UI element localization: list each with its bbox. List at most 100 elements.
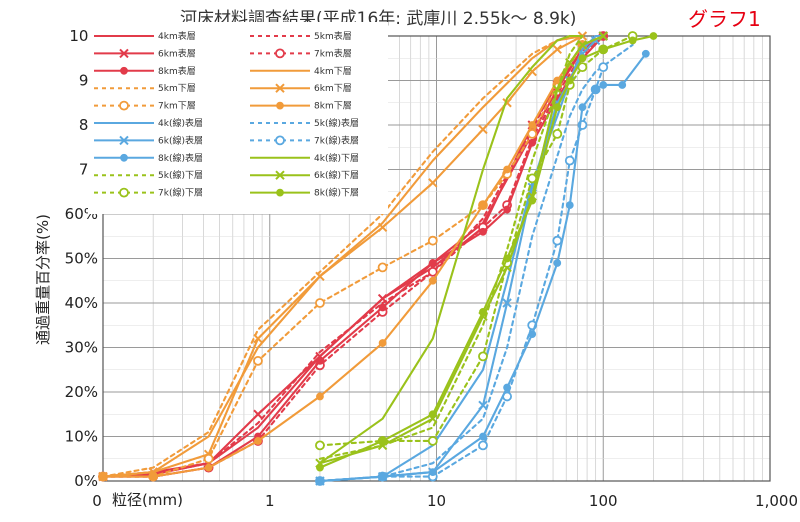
point-marker: [528, 121, 537, 129]
x-axis-label: 粒径(mm): [112, 491, 183, 509]
legend-label: 7k(線)表層: [314, 134, 359, 146]
marker-stroke: [598, 31, 608, 41]
point-marker: [316, 356, 324, 365]
x-tick-label: 100: [589, 492, 618, 510]
legend: 4km表層 5km表層 6km表層 7km表層 8km表層 4km下層 5km下層 6km下層…: [88, 22, 388, 214]
point-marker: [119, 187, 129, 198]
marker-stroke: [502, 298, 512, 308]
point-marker: [315, 440, 325, 451]
point-marker: [598, 62, 609, 73]
series-4k(線)下層: [318, 34, 584, 465]
series-line: [318, 34, 584, 465]
point-marker: [119, 100, 129, 111]
marker-stroke: [478, 124, 488, 135]
legend-label: 5km表層: [314, 30, 352, 42]
series-line: [318, 43, 634, 483]
point-marker: [316, 463, 324, 472]
point-marker: [503, 205, 511, 214]
point-marker: [598, 31, 608, 41]
point-marker: [599, 45, 608, 54]
legend-label: 7k(線)下層: [158, 187, 203, 199]
legend-label: 7km表層: [314, 47, 352, 59]
point-marker: [553, 259, 562, 267]
point-marker: [275, 83, 285, 93]
point-marker: [527, 173, 538, 184]
point-marker: [565, 201, 574, 210]
point-marker: [119, 48, 129, 59]
legend-label: 8k(線)表層: [158, 152, 203, 164]
point-marker: [428, 178, 438, 188]
point-marker: [552, 128, 563, 139]
legend-label: 6km表層: [158, 47, 196, 59]
point-marker: [378, 339, 387, 347]
point-marker: [552, 84, 562, 95]
marker-stroke: [275, 170, 285, 180]
marker-stroke: [527, 66, 537, 77]
series-line: [101, 34, 584, 478]
legend-label: 5km下層: [158, 83, 196, 94]
point-marker: [315, 298, 325, 308]
point-marker: [377, 222, 388, 233]
point-marker: [275, 135, 285, 146]
series-4km下層: [101, 34, 584, 478]
marker-stroke: [478, 400, 488, 411]
point-marker: [591, 85, 600, 94]
point-marker: [564, 155, 575, 166]
point-marker: [479, 432, 487, 441]
point-marker: [478, 440, 488, 451]
point-marker: [479, 227, 487, 236]
point-marker: [276, 188, 284, 197]
point-marker: [427, 436, 438, 446]
point-marker: [149, 472, 158, 481]
legend-label: 4km表層: [158, 30, 196, 42]
legend-label: 4km下層: [314, 66, 352, 77]
legend-label: 4k(線)表層: [158, 117, 203, 129]
point-marker: [253, 333, 263, 344]
point-marker: [503, 254, 511, 263]
point-marker: [577, 40, 588, 50]
point-marker: [503, 165, 511, 174]
marker-stroke: [119, 135, 129, 146]
legend-label: 4k(線)下層: [314, 152, 359, 164]
legend-label: 5k(線)表層: [314, 117, 359, 129]
series-8km下層: [99, 41, 587, 481]
y-tick-label: 10%: [65, 428, 98, 446]
point-marker: [378, 437, 387, 445]
legend-label: 8km表層: [158, 65, 196, 77]
point-marker: [578, 103, 587, 112]
point-marker: [428, 468, 437, 477]
point-marker: [528, 330, 537, 339]
point-marker: [528, 138, 537, 147]
x-tick-labels: 0 1 10 100 1,000: [92, 492, 798, 510]
y-tick-label: 30%: [65, 339, 98, 357]
point-marker: [618, 81, 627, 89]
marker-stroke: [315, 271, 325, 282]
point-marker: [316, 477, 324, 485]
series-line: [101, 43, 584, 478]
y-tick-label: 40%: [65, 294, 98, 312]
point-marker: [427, 266, 438, 277]
point-marker: [553, 103, 562, 112]
point-marker: [99, 472, 107, 481]
legend-label: 6k(線)表層: [158, 134, 203, 146]
marker-stroke: [119, 48, 129, 59]
series-line: [318, 66, 605, 483]
point-marker: [565, 57, 575, 68]
point-marker: [528, 196, 537, 205]
point-marker: [479, 201, 487, 210]
point-marker: [649, 32, 658, 40]
legend-label: 8k(線)下層: [314, 187, 359, 199]
marker-stroke: [565, 57, 575, 68]
y-tick-label: 0%: [74, 472, 98, 490]
point-marker: [119, 135, 129, 146]
point-marker: [478, 124, 488, 135]
legend-label: 7km下層: [158, 101, 196, 112]
y-tick-label: 20%: [65, 383, 98, 401]
marker-stroke: [552, 84, 562, 95]
point-marker: [552, 235, 563, 246]
point-marker: [120, 153, 128, 162]
series-8k(線)表層: [316, 49, 650, 485]
point-marker: [275, 48, 285, 59]
x-tick-label: 0: [92, 492, 102, 510]
point-marker: [120, 66, 128, 75]
